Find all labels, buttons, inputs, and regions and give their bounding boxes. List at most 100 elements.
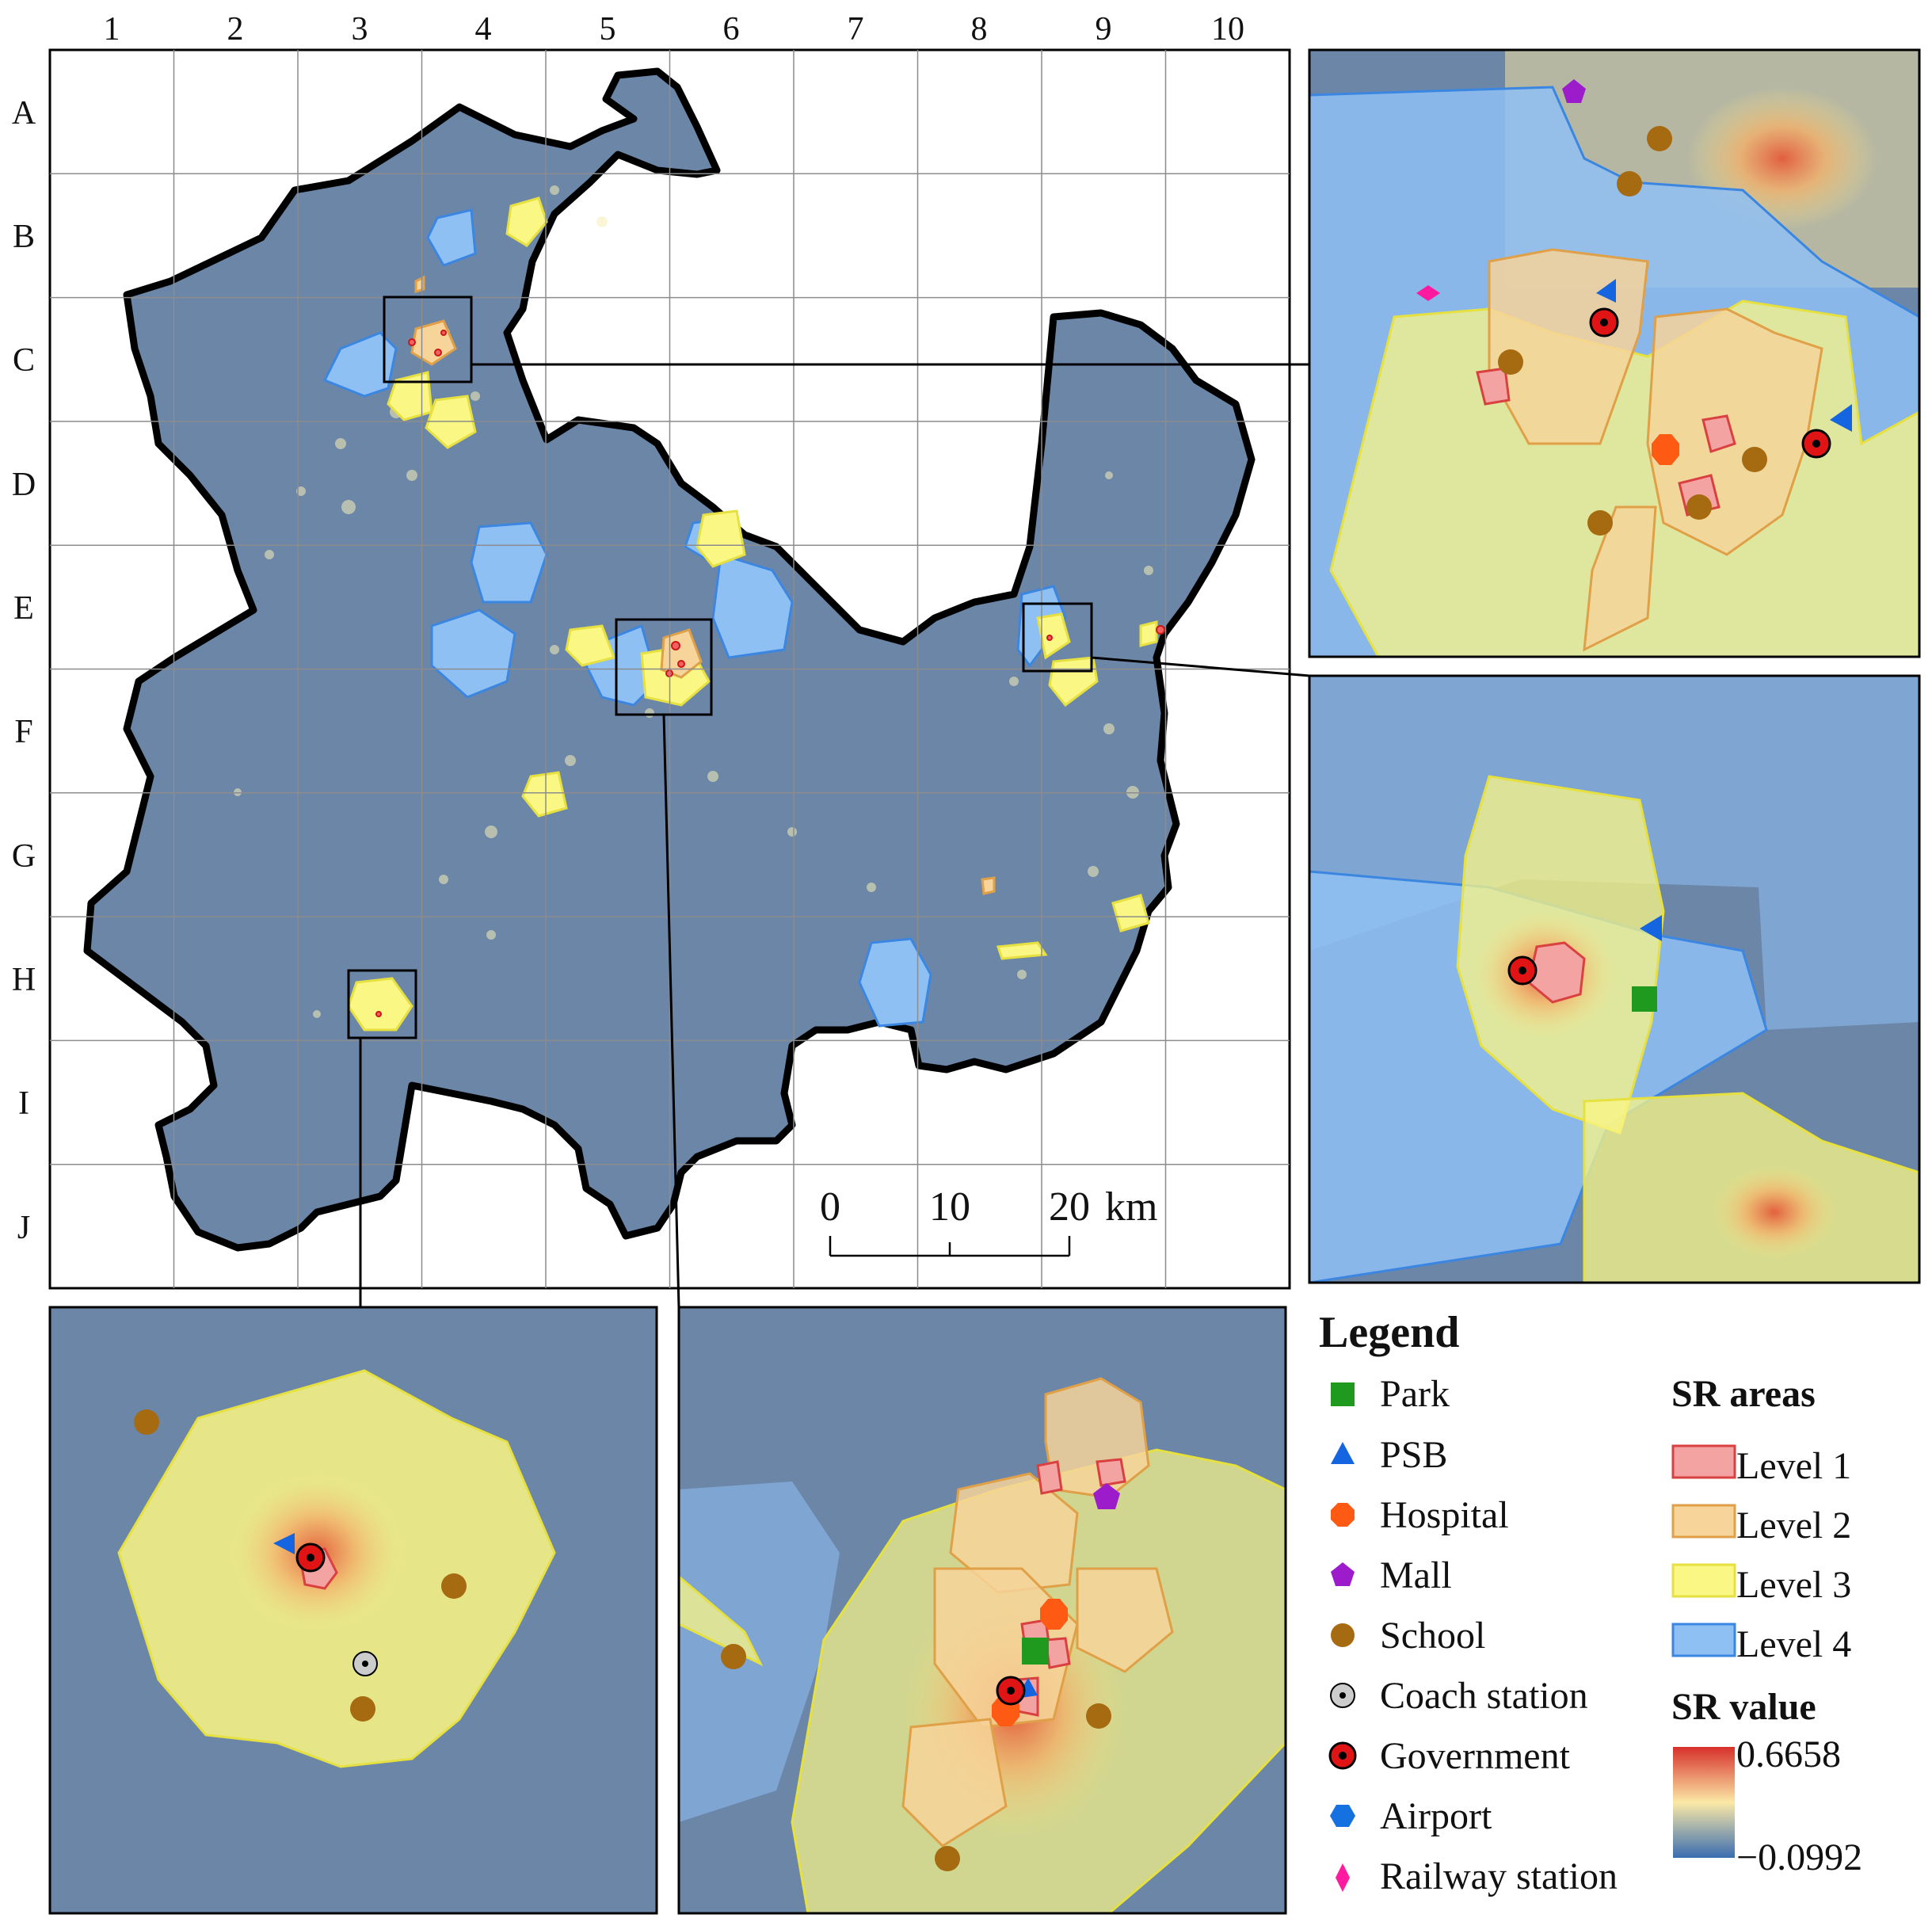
main-map: 0 10 20 km 1 2 3 4 5 6 7 8 9 10 A B C D … bbox=[12, 11, 1291, 1290]
grid-col-10: 10 bbox=[1211, 11, 1244, 48]
inset-leader-lines bbox=[359, 363, 1310, 1308]
sr-level3-areas bbox=[347, 196, 1158, 1032]
school-marker bbox=[1498, 349, 1523, 375]
grid-col-4: 4 bbox=[475, 11, 492, 48]
inset-top-right-frame bbox=[1308, 48, 1921, 658]
mall-icon bbox=[1331, 1562, 1355, 1586]
sr-areas-title: SR areas bbox=[1671, 1373, 1816, 1415]
school-marker bbox=[1086, 1703, 1111, 1729]
mall-marker bbox=[1093, 1483, 1120, 1509]
grid-col-6: 6 bbox=[723, 11, 740, 48]
scale-tick-20: 20 bbox=[1049, 1184, 1090, 1230]
grid-row-C: C bbox=[13, 342, 35, 379]
hospital-marker bbox=[1040, 1599, 1068, 1630]
psb-icon bbox=[1331, 1442, 1355, 1464]
school-marker bbox=[935, 1846, 960, 1871]
grid-row-H: H bbox=[12, 962, 36, 998]
coach-station-icon-dot bbox=[1339, 1692, 1346, 1699]
grid-col-9: 9 bbox=[1096, 11, 1112, 48]
grid-row-A: A bbox=[12, 95, 36, 132]
school-marker bbox=[1686, 494, 1712, 520]
psb-marker bbox=[1596, 279, 1616, 303]
legend-title: Legend bbox=[1319, 1308, 1459, 1357]
government-marker bbox=[1589, 307, 1619, 337]
park-marker bbox=[1632, 986, 1657, 1012]
grid-column-labels: 1 2 3 4 5 6 7 8 9 10 bbox=[104, 11, 1245, 48]
inset-bottom-middle bbox=[677, 1306, 1287, 1915]
coach-station-marker bbox=[352, 1651, 378, 1676]
railway-station-icon bbox=[1336, 1863, 1350, 1892]
school-marker bbox=[1742, 447, 1767, 472]
sr-level4-label: Level 4 bbox=[1736, 1623, 1851, 1665]
scale-tick-0: 0 bbox=[820, 1184, 840, 1230]
school-marker bbox=[350, 1696, 375, 1722]
school-icon bbox=[1331, 1623, 1355, 1647]
grid-col-8: 8 bbox=[971, 11, 988, 48]
sr-value-min: −0.0992 bbox=[1736, 1836, 1862, 1878]
sr-level1-areas bbox=[375, 330, 1165, 1017]
hospital-marker bbox=[1652, 434, 1679, 465]
grid-col-1: 1 bbox=[104, 11, 120, 48]
grid-col-5: 5 bbox=[600, 11, 616, 48]
school-marker bbox=[1587, 510, 1613, 536]
psb-marker bbox=[1640, 915, 1662, 941]
grid-row-J: J bbox=[17, 1210, 30, 1246]
inset-middle-right-frame bbox=[1308, 674, 1921, 1284]
legend-item-hospital: Hospital bbox=[1380, 1494, 1509, 1536]
scale-tick-10: 10 bbox=[929, 1184, 970, 1230]
legend: Legend Park PSB Hospital Mall School Coa… bbox=[1319, 1308, 1862, 1897]
sr-level1-label: Level 1 bbox=[1736, 1445, 1851, 1487]
legend-item-railway-station: Railway station bbox=[1380, 1855, 1618, 1897]
hospital-icon bbox=[1331, 1503, 1355, 1527]
park-marker bbox=[1022, 1638, 1049, 1665]
park-icon bbox=[1331, 1382, 1355, 1406]
legend-item-psb: PSB bbox=[1380, 1434, 1447, 1476]
sr-level3-swatch bbox=[1671, 1563, 1736, 1598]
sr-level1-swatch bbox=[1671, 1444, 1736, 1479]
railway-station-marker bbox=[1416, 285, 1440, 301]
inset-bottom-left bbox=[48, 1306, 658, 1915]
inset-bottom-middle-frame bbox=[677, 1306, 1287, 1915]
grid-col-2: 2 bbox=[227, 11, 244, 48]
sr-value-max: 0.6658 bbox=[1736, 1733, 1841, 1775]
grid-row-D: D bbox=[12, 467, 36, 503]
school-marker bbox=[721, 1644, 746, 1669]
grid-row-F: F bbox=[14, 714, 32, 750]
legend-item-school: School bbox=[1380, 1615, 1485, 1657]
government-marker bbox=[1507, 955, 1538, 986]
sr-level2-label: Level 2 bbox=[1736, 1504, 1851, 1546]
inset-middle-right bbox=[1308, 674, 1921, 1284]
legend-item-mall: Mall bbox=[1380, 1554, 1452, 1596]
school-marker bbox=[441, 1573, 467, 1599]
government-icon-dot bbox=[1339, 1752, 1347, 1760]
airport-icon bbox=[1330, 1805, 1355, 1827]
scale-bar bbox=[829, 1236, 1071, 1257]
legend-item-coach-station: Coach station bbox=[1380, 1675, 1588, 1717]
school-marker bbox=[1647, 126, 1672, 151]
sr-level2-swatch bbox=[1671, 1504, 1736, 1539]
inset-bottom-left-frame bbox=[48, 1306, 658, 1915]
grid-row-I: I bbox=[18, 1085, 29, 1122]
grid-row-labels: A B C D E F G H I J bbox=[12, 95, 36, 1246]
psb-marker bbox=[273, 1533, 295, 1554]
sr-level3-label: Level 3 bbox=[1736, 1564, 1851, 1606]
grid-lines bbox=[50, 50, 1290, 1288]
grid-col-7: 7 bbox=[848, 11, 864, 48]
government-marker bbox=[295, 1543, 326, 1573]
scale-unit: km bbox=[1105, 1184, 1157, 1230]
school-marker bbox=[134, 1409, 159, 1435]
sr-value-title: SR value bbox=[1671, 1686, 1816, 1728]
sr-level4-swatch bbox=[1671, 1623, 1736, 1657]
sr-value-colorbar bbox=[1673, 1747, 1735, 1858]
government-marker bbox=[996, 1676, 1026, 1706]
mall-marker bbox=[1562, 79, 1586, 103]
inset-top-right bbox=[1308, 48, 1921, 658]
grid-row-B: B bbox=[13, 219, 35, 255]
psb-marker bbox=[1830, 404, 1852, 432]
grid-row-E: E bbox=[13, 590, 34, 627]
legend-item-airport: Airport bbox=[1380, 1795, 1492, 1837]
government-marker bbox=[1801, 429, 1831, 459]
grid-row-G: G bbox=[12, 838, 36, 875]
school-marker bbox=[1617, 171, 1642, 196]
